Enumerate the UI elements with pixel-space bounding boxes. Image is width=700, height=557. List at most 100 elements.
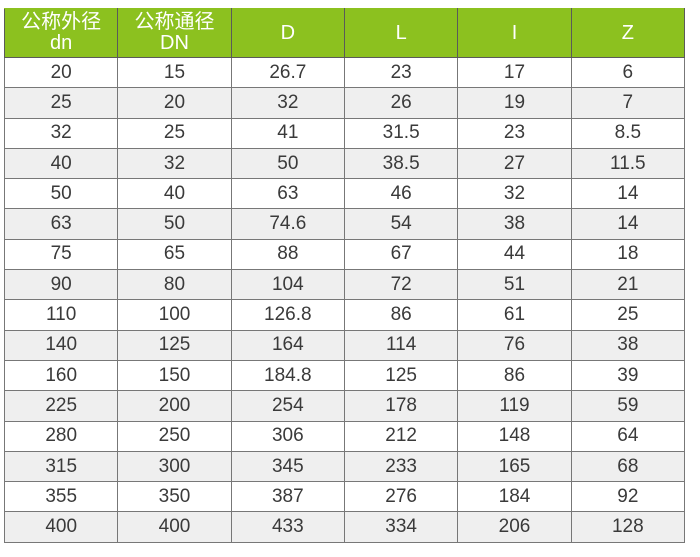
table-cell: 64 [570, 420, 686, 452]
table-row: 25 20 32 26 19 7 [3, 87, 686, 119]
table-cell: 19 [457, 87, 572, 119]
table-cell: 25 [117, 117, 232, 149]
table-cell: 32 [117, 147, 232, 180]
column-header: 公称通径 DN [117, 8, 232, 58]
table-cell: 7 [570, 87, 686, 119]
table-cell: 225 [3, 390, 119, 422]
table-cell: 119 [457, 390, 572, 422]
table-cell: 25 [570, 299, 686, 331]
table-row: 90 80 104 72 51 21 [3, 269, 686, 301]
column-header: I [457, 8, 572, 58]
table-cell: 67 [343, 238, 459, 271]
table-cell: 20 [3, 56, 119, 89]
table-cell: 200 [117, 390, 232, 422]
table-cell: 254 [230, 390, 345, 422]
table-cell: 86 [343, 299, 459, 331]
table-cell: 27 [457, 147, 572, 180]
table-cell: 306 [230, 420, 345, 452]
table-cell: 178 [343, 390, 459, 422]
table-cell: 88 [230, 238, 345, 271]
table-row: 225 200 254 178 119 59 [3, 390, 686, 422]
table-cell: 50 [117, 208, 232, 240]
table-cell: 25 [3, 87, 119, 119]
header-sublabel: DN [160, 32, 189, 54]
table-cell: 400 [117, 511, 232, 543]
table-cell: 334 [343, 511, 459, 543]
table-cell: 31.5 [343, 117, 459, 149]
table-cell: 38 [570, 329, 686, 361]
table-cell: 165 [457, 450, 572, 483]
table-cell: 72 [343, 269, 459, 301]
table-cell: 65 [117, 238, 232, 271]
table-cell: 114 [343, 329, 459, 361]
table-row: 280 250 306 212 148 64 [3, 420, 686, 452]
table-cell: 50 [3, 178, 119, 210]
table-cell: 184.8 [230, 359, 345, 392]
table-row: 32 25 41 31.5 23 8.5 [3, 117, 686, 149]
table-cell: 68 [570, 450, 686, 483]
header-label: D [280, 21, 296, 44]
table-cell: 14 [570, 178, 686, 210]
table-cell: 6 [570, 56, 686, 89]
table-cell: 300 [117, 450, 232, 483]
table-cell: 74.6 [230, 208, 345, 240]
table-cell: 61 [457, 299, 572, 331]
table-cell: 21 [570, 269, 686, 301]
table-cell: 250 [117, 420, 232, 452]
table-cell: 140 [3, 329, 119, 361]
table-cell: 125 [117, 329, 232, 361]
table-row: 355 350 387 276 184 92 [3, 481, 686, 513]
table-cell: 184 [457, 481, 572, 513]
table-cell: 38.5 [343, 147, 459, 180]
table-row: 40 32 50 38.5 27 11.5 [3, 147, 686, 180]
table-cell: 59 [570, 390, 686, 422]
table-row: 20 15 26.7 23 17 6 [3, 56, 686, 89]
dimension-table: 公称外径 dn 公称通径 DN D L I Z 20 15 26.7 23 17 6 25 20 32 26 19… [3, 8, 686, 543]
table-cell: 51 [457, 269, 572, 301]
table-row: 160 150 184.8 125 86 39 [3, 359, 686, 392]
table-cell: 345 [230, 450, 345, 483]
table-cell: 160 [3, 359, 119, 392]
table-cell: 110 [3, 299, 119, 331]
table-cell: 18 [570, 238, 686, 271]
table-cell: 212 [343, 420, 459, 452]
table-cell: 23 [457, 117, 572, 149]
header-sublabel: dn [50, 32, 73, 54]
table-cell: 46 [343, 178, 459, 210]
table-cell: 54 [343, 208, 459, 240]
column-header: Z [570, 8, 686, 58]
table-cell: 433 [230, 511, 345, 543]
table-cell: 276 [343, 481, 459, 513]
table-cell: 148 [457, 420, 572, 452]
table-cell: 206 [457, 511, 572, 543]
table-cell: 233 [343, 450, 459, 483]
table-cell: 80 [117, 269, 232, 301]
table-cell: 32 [230, 87, 345, 119]
table-cell: 17 [457, 56, 572, 89]
table-cell: 355 [3, 481, 119, 513]
table-row: 63 50 74.6 54 38 14 [3, 208, 686, 240]
table-cell: 26 [343, 87, 459, 119]
table-cell: 128 [570, 511, 686, 543]
table-cell: 26.7 [230, 56, 345, 89]
header-label: 公称通径 [134, 11, 215, 33]
table-cell: 32 [457, 178, 572, 210]
table-cell: 40 [3, 147, 119, 180]
table-cell: 38 [457, 208, 572, 240]
table-row: 110 100 126.8 86 61 25 [3, 299, 686, 331]
table-cell: 150 [117, 359, 232, 392]
table-cell: 63 [3, 208, 119, 240]
table-cell: 315 [3, 450, 119, 483]
table-cell: 41 [230, 117, 345, 149]
table-cell: 14 [570, 208, 686, 240]
table-cell: 350 [117, 481, 232, 513]
table-cell: 75 [3, 238, 119, 271]
table-cell: 125 [343, 359, 459, 392]
header-label: 公称外径 [21, 11, 102, 33]
column-header: D [230, 8, 345, 58]
table-cell: 92 [570, 481, 686, 513]
table-cell: 400 [3, 511, 119, 543]
table-cell: 387 [230, 481, 345, 513]
header-label: L [395, 21, 407, 44]
table-cell: 39 [570, 359, 686, 392]
